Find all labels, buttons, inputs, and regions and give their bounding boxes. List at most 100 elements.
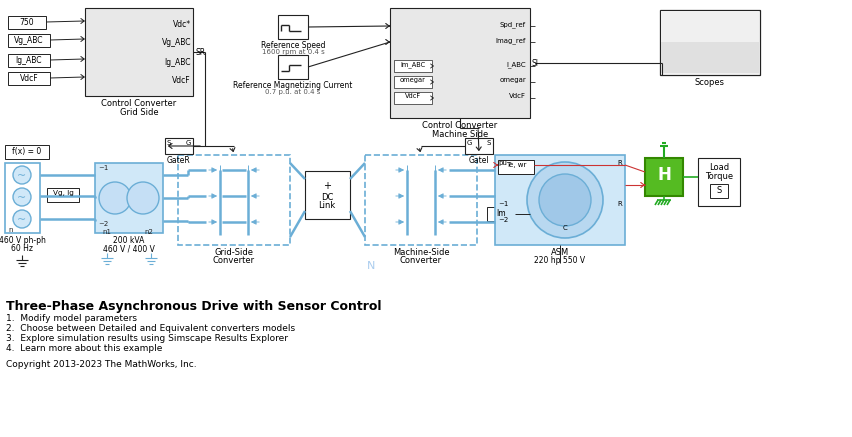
Text: GateI: GateI (469, 156, 489, 165)
Text: 3.  Explore simulation results using Simscape Results Explorer: 3. Explore simulation results using Sims… (6, 334, 288, 343)
Text: 460 V / 400 V: 460 V / 400 V (103, 244, 155, 253)
Text: 0.7 p.u. at 0.4 s: 0.7 p.u. at 0.4 s (265, 89, 320, 95)
Circle shape (13, 188, 31, 206)
Bar (278, 15, 308, 39)
Bar (5, 163, 40, 233)
Bar (5, 145, 49, 159)
Bar (645, 158, 683, 196)
Bar (85, 8, 193, 96)
Text: VdcF: VdcF (20, 74, 38, 83)
Text: Control Converter: Control Converter (423, 121, 498, 130)
Text: Ig_ABC: Ig_ABC (15, 56, 43, 65)
Circle shape (527, 162, 603, 238)
Text: Three-Phase Asynchronous Drive with Sensor Control: Three-Phase Asynchronous Drive with Sens… (6, 300, 382, 313)
Text: 220 hp 550 V: 220 hp 550 V (534, 256, 585, 265)
Text: Spd_ref: Spd_ref (500, 21, 526, 28)
Circle shape (539, 174, 591, 226)
Bar (8, 54, 50, 67)
Text: SI: SI (532, 59, 539, 67)
Text: Converter: Converter (400, 256, 442, 265)
Text: Vg_ABC: Vg_ABC (162, 38, 191, 47)
Text: 1.  Modify model parameters: 1. Modify model parameters (6, 314, 137, 323)
Bar (660, 10, 760, 75)
Text: ~: ~ (17, 171, 26, 181)
Bar (394, 60, 432, 72)
Text: H: H (657, 166, 671, 184)
Text: 1600 rpm at 0.4 s: 1600 rpm at 0.4 s (262, 49, 325, 55)
Bar (390, 8, 530, 118)
Bar (710, 184, 728, 198)
Text: R: R (617, 201, 622, 207)
Text: GateR: GateR (167, 156, 191, 165)
Bar (278, 55, 308, 79)
Text: 2.  Choose between Detailed and Equivalent converters models: 2. Choose between Detailed and Equivalen… (6, 324, 295, 333)
Bar (465, 138, 493, 154)
Bar (661, 42, 759, 73)
Text: Machine Side: Machine Side (432, 130, 488, 139)
Text: R: R (617, 160, 622, 166)
Text: ~2: ~2 (498, 217, 509, 223)
Text: S: S (486, 140, 491, 146)
Bar (365, 155, 477, 245)
Text: 60 Hz: 60 Hz (11, 244, 33, 253)
Text: S: S (167, 140, 171, 146)
Text: G: G (186, 140, 191, 146)
Text: DC: DC (321, 193, 333, 202)
Bar (165, 138, 193, 154)
Text: Vdc*: Vdc* (173, 20, 191, 29)
Text: Ig_ABC: Ig_ABC (164, 58, 191, 67)
Text: G: G (467, 140, 472, 146)
Text: ~1: ~1 (98, 165, 108, 171)
Text: 750: 750 (20, 18, 34, 27)
Text: Control Converter: Control Converter (101, 99, 176, 108)
Text: omegar: omegar (499, 77, 526, 83)
Text: Reference Speed: Reference Speed (261, 41, 325, 50)
Text: Grid Side: Grid Side (119, 108, 158, 117)
Bar (8, 16, 46, 29)
Bar (394, 76, 432, 88)
Text: Vg_ABC: Vg_ABC (14, 36, 43, 45)
Bar (95, 163, 163, 233)
Text: Machine-Side: Machine-Side (393, 248, 449, 257)
Circle shape (127, 182, 159, 214)
Text: 460 V ph-ph: 460 V ph-ph (0, 236, 45, 245)
Text: Imag_ref: Imag_ref (496, 37, 526, 44)
Text: VdcF: VdcF (172, 76, 191, 85)
Bar (47, 188, 79, 202)
Text: Vg, Ig: Vg, Ig (53, 190, 73, 196)
Bar (305, 171, 350, 219)
Text: n1: n1 (102, 229, 111, 235)
Text: Grid-Side: Grid-Side (215, 248, 254, 257)
Text: +: + (323, 181, 331, 191)
Bar (8, 34, 50, 47)
Text: VdcF: VdcF (405, 93, 421, 99)
Text: Reference Magnetizing Current: Reference Magnetizing Current (233, 81, 353, 90)
Text: Converter: Converter (213, 256, 255, 265)
Text: N: N (367, 261, 375, 271)
Text: pu: pu (498, 160, 507, 166)
Text: Scopes: Scopes (695, 78, 725, 87)
Text: Link: Link (319, 201, 336, 210)
Text: ~: ~ (17, 215, 26, 225)
Text: ~: ~ (17, 193, 26, 203)
Bar (8, 72, 50, 85)
Text: C: C (562, 225, 567, 231)
Text: ~2: ~2 (98, 221, 108, 227)
Text: VdcF: VdcF (509, 93, 526, 99)
Text: Im: Im (496, 209, 506, 218)
Text: 200 kVA: 200 kVA (113, 236, 145, 245)
Text: Copyright 2013-2023 The MathWorks, Inc.: Copyright 2013-2023 The MathWorks, Inc. (6, 360, 197, 369)
Text: I_ABC: I_ABC (506, 61, 526, 68)
Text: n: n (8, 227, 13, 233)
Bar (178, 155, 290, 245)
Text: n2: n2 (144, 229, 153, 235)
Text: Im_ABC: Im_ABC (400, 61, 426, 68)
Bar (498, 160, 534, 174)
Bar (394, 92, 432, 104)
Bar (698, 158, 740, 206)
Circle shape (99, 182, 131, 214)
Text: 4.  Learn more about this example: 4. Learn more about this example (6, 344, 163, 353)
Circle shape (13, 166, 31, 184)
Circle shape (13, 210, 31, 228)
Bar (495, 155, 625, 245)
